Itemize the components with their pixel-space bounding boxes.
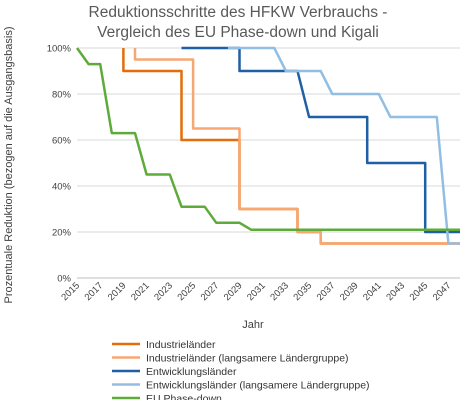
series-line-1	[122, 48, 460, 245]
legend-label: Industrieländer	[146, 339, 216, 351]
legend-item: EU Phase-down	[112, 393, 222, 400]
legend-label: Entwicklungsländer	[146, 366, 237, 378]
legend-item: Entwicklungsländer	[112, 366, 237, 378]
legend-label: Industrieländer (langsamere Ländergruppe…	[146, 352, 349, 364]
chart-title-line-2: Vergleich des EU Phase-down und Kigali	[97, 24, 379, 41]
series-lines	[75, 46, 460, 245]
legend-label: EU Phase-down	[146, 393, 222, 400]
x-tick-label: 2025	[175, 280, 198, 303]
y-tick-label: 20%	[52, 228, 72, 239]
chart-title-line-1: Reduktionsschritte des HFKW Verbrauchs -	[89, 4, 388, 21]
y-tick-label: 40%	[52, 182, 72, 193]
series-line-3	[181, 46, 460, 234]
legend-item: Industrieländer (langsamere Ländergruppe…	[112, 352, 349, 364]
y-tick-label: 100%	[47, 44, 72, 55]
x-tick-label: 2035	[292, 280, 315, 303]
legend-label: Entwicklungsländer (langsamere Ländergru…	[146, 379, 370, 391]
x-tick-label: 2039	[338, 280, 361, 303]
x-axis-label: Jahr	[242, 319, 264, 331]
x-axis-ticks: 2015 2017 2019 2021 2023 2025 2027 2029 2031 2033…	[59, 280, 453, 303]
legend-item: Entwicklungsländer (langsamere Ländergru…	[112, 379, 370, 391]
x-tick-label: 2031	[245, 280, 268, 303]
grid-lines	[77, 47, 460, 233]
x-tick-label: 2029	[222, 280, 245, 303]
x-tick-label: 2045	[408, 280, 431, 303]
series-line-2	[133, 48, 460, 245]
x-tick-label: 2047	[431, 280, 454, 303]
x-tick-label: 2037	[315, 280, 338, 303]
x-tick-label: 2019	[106, 280, 129, 303]
y-axis-label: Prozentuale Reduktion (bezogen auf die A…	[3, 26, 15, 303]
y-tick-label: 0%	[57, 274, 71, 285]
x-tick-label: 2027	[199, 280, 222, 303]
series-line-4	[227, 46, 460, 245]
x-tick-label: 2017	[83, 280, 106, 303]
x-tick-label: 2023	[152, 280, 175, 303]
x-tick-label: 2021	[129, 280, 152, 303]
x-tick-label: 2033	[268, 280, 291, 303]
x-tick-label: 2041	[361, 280, 384, 303]
x-tick-label: 2043	[384, 280, 407, 303]
series-line-5	[75, 47, 460, 231]
y-tick-label: 60%	[52, 136, 72, 147]
y-axis-ticks: 0% 20% 40% 60% 80% 100%	[47, 44, 72, 285]
y-tick-label: 80%	[52, 90, 72, 101]
legend-item: Industrieländer	[112, 339, 216, 351]
